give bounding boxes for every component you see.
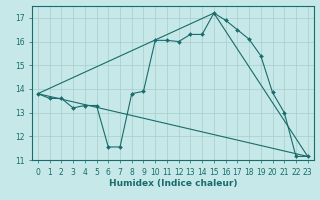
X-axis label: Humidex (Indice chaleur): Humidex (Indice chaleur) <box>108 179 237 188</box>
